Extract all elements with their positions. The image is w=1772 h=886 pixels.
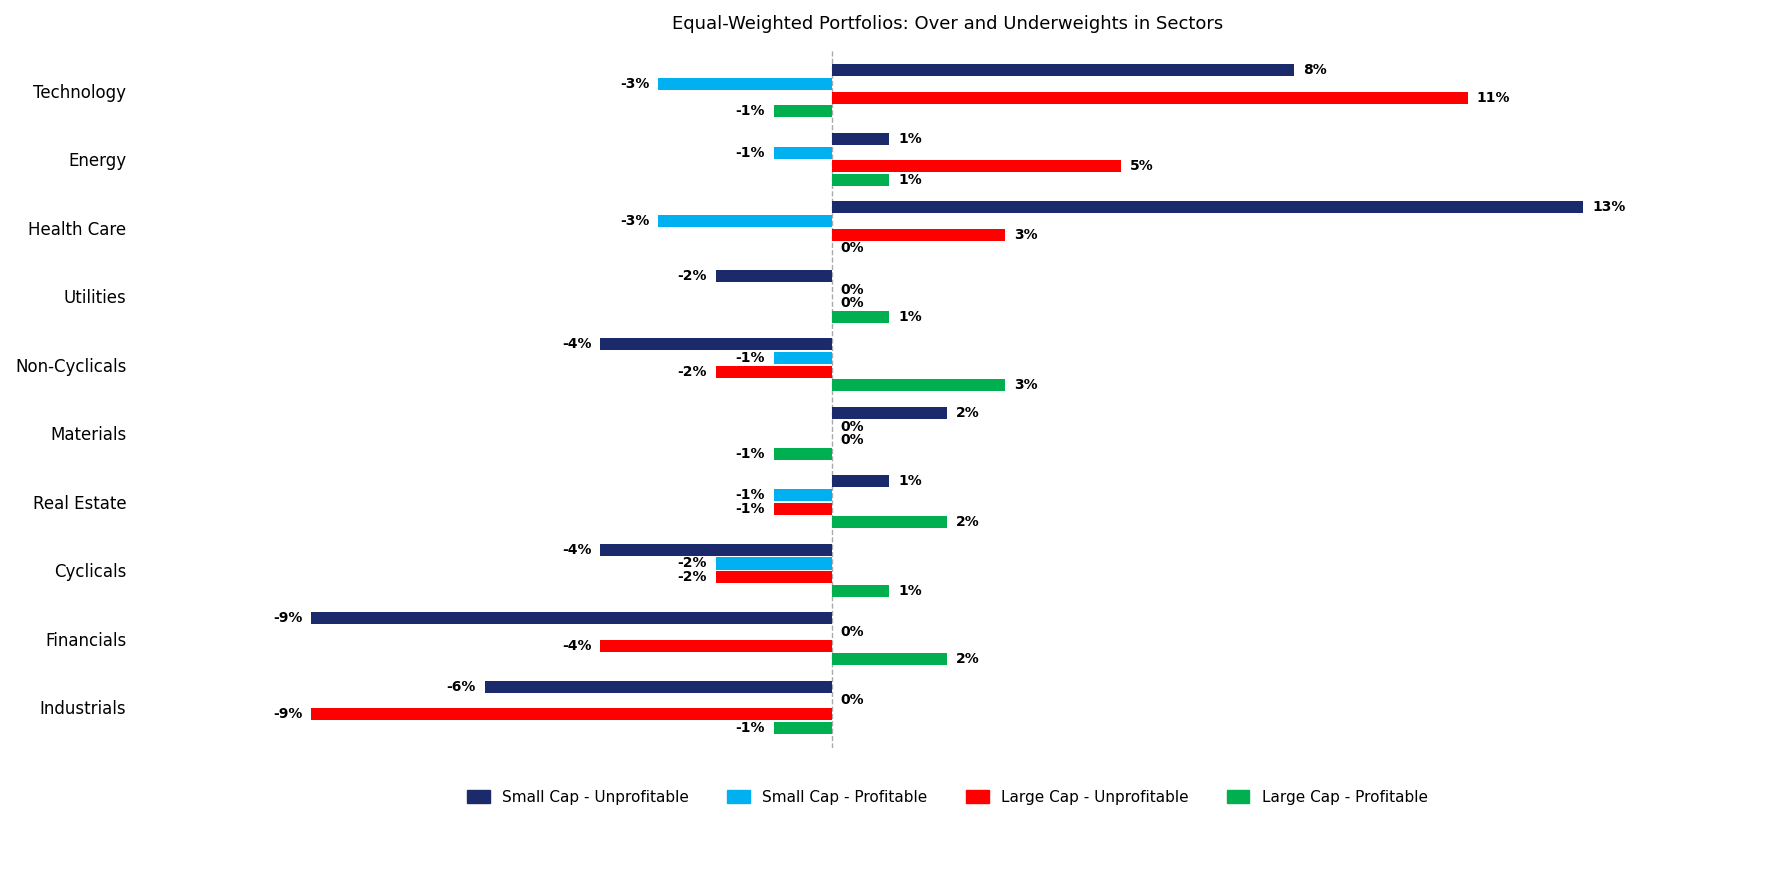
- Text: 0%: 0%: [840, 625, 865, 639]
- Text: 0%: 0%: [840, 694, 865, 707]
- Bar: [716, 557, 831, 570]
- Bar: [831, 379, 1005, 392]
- Text: 0%: 0%: [840, 296, 865, 310]
- Text: 0%: 0%: [840, 283, 865, 297]
- Text: -3%: -3%: [620, 77, 649, 91]
- Text: 1%: 1%: [898, 474, 921, 488]
- Text: -2%: -2%: [677, 365, 707, 378]
- Text: 0%: 0%: [840, 433, 865, 447]
- Text: 2%: 2%: [955, 652, 980, 666]
- Text: -1%: -1%: [735, 145, 766, 159]
- Bar: [774, 722, 831, 734]
- Bar: [831, 65, 1294, 76]
- Bar: [312, 612, 831, 625]
- Text: 3%: 3%: [1014, 378, 1037, 392]
- Bar: [484, 680, 831, 693]
- Text: 2%: 2%: [955, 406, 980, 420]
- Text: 0%: 0%: [840, 419, 865, 433]
- Text: -9%: -9%: [273, 611, 303, 626]
- Text: -2%: -2%: [677, 556, 707, 571]
- Bar: [601, 640, 831, 652]
- Bar: [831, 517, 948, 528]
- Text: -4%: -4%: [562, 639, 592, 653]
- Bar: [774, 502, 831, 515]
- Text: -1%: -1%: [735, 501, 766, 516]
- Bar: [657, 78, 831, 90]
- Bar: [716, 571, 831, 583]
- Bar: [831, 133, 890, 145]
- Bar: [774, 146, 831, 159]
- Bar: [831, 160, 1120, 172]
- Text: -9%: -9%: [273, 707, 303, 721]
- Title: Equal-Weighted Portfolios: Over and Underweights in Sectors: Equal-Weighted Portfolios: Over and Unde…: [672, 15, 1223, 33]
- Bar: [774, 352, 831, 364]
- Text: -6%: -6%: [447, 680, 477, 694]
- Bar: [312, 708, 831, 720]
- Bar: [831, 653, 948, 665]
- Bar: [716, 270, 831, 282]
- Text: 1%: 1%: [898, 584, 921, 598]
- Bar: [831, 311, 890, 323]
- Text: 5%: 5%: [1129, 159, 1154, 174]
- Bar: [657, 215, 831, 227]
- Text: 2%: 2%: [955, 516, 980, 530]
- Bar: [774, 448, 831, 460]
- Text: -1%: -1%: [735, 488, 766, 502]
- Bar: [831, 201, 1584, 214]
- Text: -3%: -3%: [620, 214, 649, 228]
- Bar: [831, 585, 890, 597]
- Bar: [831, 174, 890, 186]
- Legend: Small Cap - Unprofitable, Small Cap - Profitable, Large Cap - Unprofitable, Larg: Small Cap - Unprofitable, Small Cap - Pr…: [461, 783, 1434, 811]
- Text: 1%: 1%: [898, 310, 921, 324]
- Bar: [601, 544, 831, 556]
- Bar: [774, 489, 831, 501]
- Bar: [831, 229, 1005, 241]
- Text: -4%: -4%: [562, 338, 592, 352]
- Bar: [831, 92, 1467, 104]
- Text: 0%: 0%: [840, 242, 865, 255]
- Text: -4%: -4%: [562, 543, 592, 556]
- Bar: [831, 407, 948, 419]
- Text: -2%: -2%: [677, 571, 707, 584]
- Text: -1%: -1%: [735, 447, 766, 461]
- Text: 3%: 3%: [1014, 228, 1037, 242]
- Bar: [831, 475, 890, 487]
- Text: 1%: 1%: [898, 132, 921, 146]
- Bar: [601, 338, 831, 350]
- Text: 8%: 8%: [1302, 64, 1327, 77]
- Text: -1%: -1%: [735, 105, 766, 119]
- Text: 13%: 13%: [1593, 200, 1625, 214]
- Text: 1%: 1%: [898, 173, 921, 187]
- Text: -1%: -1%: [735, 351, 766, 365]
- Text: -2%: -2%: [677, 268, 707, 283]
- Bar: [716, 366, 831, 377]
- Text: 11%: 11%: [1476, 90, 1510, 105]
- Text: -1%: -1%: [735, 721, 766, 734]
- Bar: [774, 105, 831, 118]
